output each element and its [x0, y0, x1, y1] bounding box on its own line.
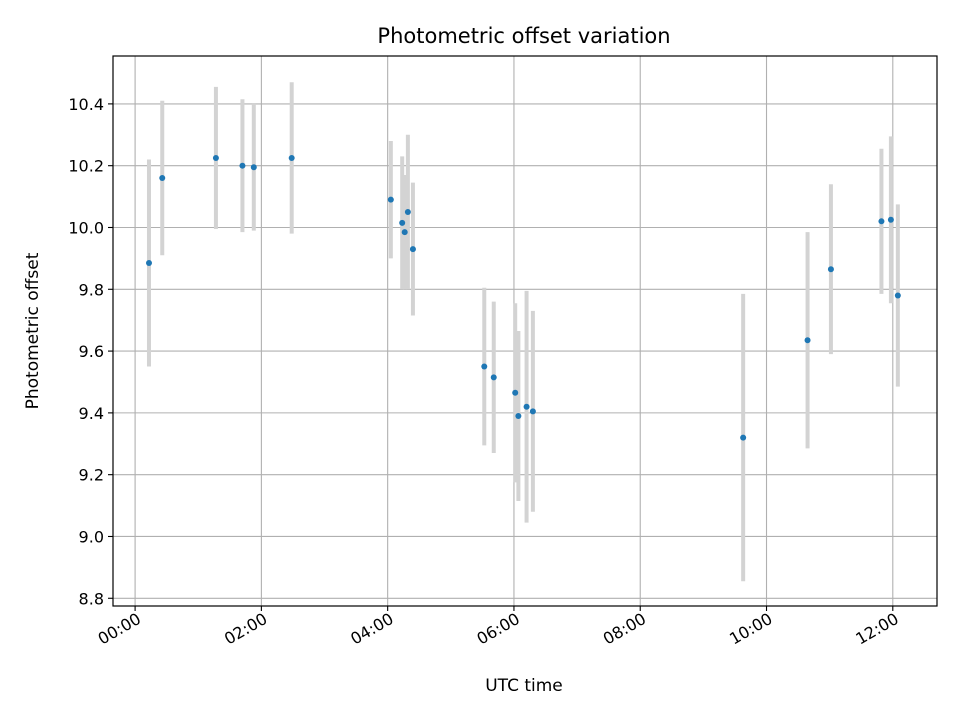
data-points [145, 154, 901, 441]
data-point [404, 209, 411, 216]
y-tick-label: 10.4 [68, 95, 104, 114]
data-point [288, 154, 295, 161]
data-point [512, 389, 519, 396]
data-point [387, 196, 394, 203]
grid [113, 56, 937, 606]
data-point [212, 154, 219, 161]
data-point [490, 374, 497, 381]
y-tick-label: 9.2 [79, 466, 104, 485]
data-point [239, 162, 246, 169]
data-point [159, 175, 166, 182]
y-tick-label: 9.4 [79, 404, 104, 423]
y-tick-label: 10.0 [68, 218, 104, 237]
data-point [894, 292, 901, 299]
data-point [399, 219, 406, 226]
y-tick-label: 9.6 [79, 342, 104, 361]
chart-title: Photometric offset variation [377, 24, 670, 48]
data-point [481, 363, 488, 370]
plot-frame [112, 55, 938, 607]
y-tick-label: 9.8 [79, 280, 104, 299]
y-axis-label: Photometric offset [23, 252, 43, 409]
x-axis-label: UTC time [485, 676, 563, 696]
y-tick-label: 8.8 [79, 589, 104, 608]
data-point [827, 266, 834, 273]
data-point [740, 434, 747, 441]
data-point [887, 216, 894, 223]
data-point [401, 229, 408, 236]
data-point [409, 246, 416, 253]
data-point [250, 164, 257, 171]
y-tick-label: 10.2 [68, 157, 104, 176]
y-tick-label: 9.0 [79, 527, 104, 546]
data-point [529, 408, 536, 415]
data-point [523, 403, 530, 410]
data-point [804, 337, 811, 344]
data-point [878, 218, 885, 225]
data-point [145, 260, 152, 267]
data-point [515, 412, 522, 419]
